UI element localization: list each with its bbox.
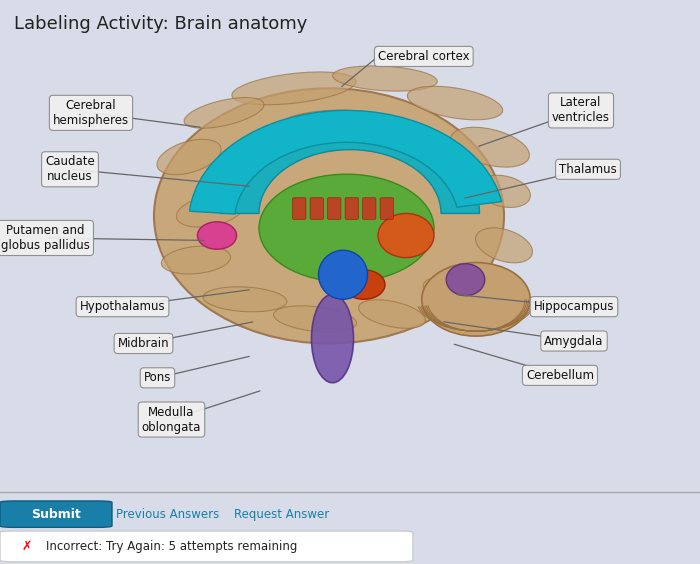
Text: Midbrain: Midbrain (118, 337, 169, 350)
Ellipse shape (475, 228, 533, 263)
Text: ✗: ✗ (21, 540, 32, 553)
Text: Labeling Activity: Brain anatomy: Labeling Activity: Brain anatomy (14, 15, 307, 33)
Ellipse shape (447, 264, 484, 296)
Ellipse shape (407, 86, 503, 120)
Ellipse shape (358, 300, 426, 328)
Text: Incorrect: Try Again: 5 attempts remaining: Incorrect: Try Again: 5 attempts remaini… (46, 540, 297, 553)
Text: Thalamus: Thalamus (559, 163, 617, 176)
Text: Putamen and
globus pallidus: Putamen and globus pallidus (1, 224, 90, 252)
Ellipse shape (203, 287, 287, 312)
Ellipse shape (343, 270, 385, 299)
Text: Hypothalamus: Hypothalamus (80, 300, 165, 313)
Wedge shape (190, 111, 502, 214)
Ellipse shape (378, 213, 434, 258)
FancyBboxPatch shape (0, 501, 112, 527)
Ellipse shape (318, 250, 368, 299)
Text: Cerebellum: Cerebellum (526, 369, 594, 382)
Text: Submit: Submit (31, 508, 81, 521)
Ellipse shape (176, 195, 244, 227)
Ellipse shape (157, 139, 221, 175)
Text: Medulla
oblongata: Medulla oblongata (142, 406, 201, 434)
Text: Cerebral cortex: Cerebral cortex (378, 50, 470, 63)
Text: Hippocampus: Hippocampus (533, 300, 615, 313)
Wedge shape (220, 123, 480, 213)
Ellipse shape (184, 98, 264, 128)
Ellipse shape (232, 72, 356, 105)
FancyBboxPatch shape (328, 198, 341, 219)
FancyBboxPatch shape (363, 198, 376, 219)
FancyBboxPatch shape (0, 531, 413, 562)
Text: Caudate
nucleus: Caudate nucleus (45, 155, 95, 183)
FancyBboxPatch shape (380, 198, 393, 219)
Text: Pons: Pons (144, 371, 172, 384)
Circle shape (197, 222, 237, 249)
Ellipse shape (424, 277, 486, 311)
FancyBboxPatch shape (310, 198, 323, 219)
Text: Amygdala: Amygdala (545, 334, 603, 347)
Ellipse shape (312, 294, 354, 383)
Text: Request Answer: Request Answer (234, 508, 330, 521)
Ellipse shape (477, 175, 531, 208)
FancyBboxPatch shape (293, 198, 306, 219)
Ellipse shape (162, 246, 230, 274)
FancyBboxPatch shape (345, 198, 358, 219)
Text: Cerebral
hemispheres: Cerebral hemispheres (53, 99, 129, 127)
Text: Lateral
ventricles: Lateral ventricles (552, 96, 610, 125)
Ellipse shape (451, 127, 529, 167)
Ellipse shape (332, 66, 438, 91)
Ellipse shape (259, 174, 434, 282)
Ellipse shape (280, 110, 378, 135)
Ellipse shape (154, 89, 504, 343)
Ellipse shape (421, 262, 531, 336)
Text: Previous Answers: Previous Answers (116, 508, 218, 521)
Ellipse shape (274, 306, 356, 332)
